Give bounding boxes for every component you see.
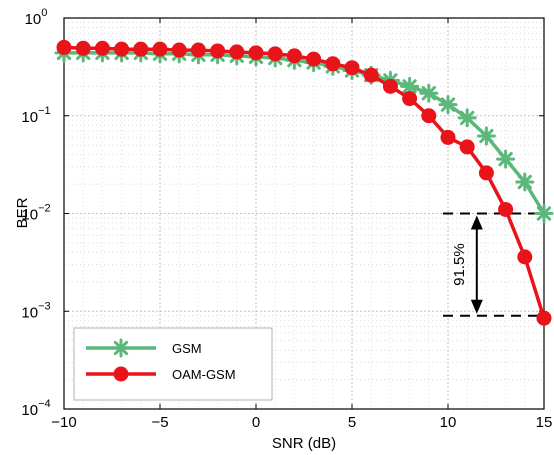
asterisk-stroke: [402, 79, 417, 94]
data-point: [382, 78, 398, 94]
y-axis-label: BER: [14, 197, 31, 228]
y-tick-label: 100: [25, 7, 48, 28]
data-point: [344, 60, 360, 76]
x-tick-label: −5: [151, 414, 168, 431]
series: [54, 39, 554, 326]
data-point: [363, 67, 379, 83]
data-point: [476, 126, 496, 146]
y-tick-label-exponent: −4: [38, 398, 51, 410]
data-point: [440, 129, 456, 145]
series-gsm: [54, 43, 554, 223]
legend-label: GSM: [172, 341, 202, 356]
data-point: [229, 44, 245, 60]
asterisk-stroke: [536, 206, 552, 221]
data-point: [400, 76, 420, 96]
data-point: [459, 139, 475, 155]
data-point: [114, 41, 130, 57]
data-point: [248, 45, 264, 61]
data-point: [534, 204, 554, 223]
asterisk-stroke: [498, 151, 513, 167]
x-tick-label: 5: [348, 414, 356, 431]
data-point: [421, 108, 437, 124]
y-tick-label-base: 10: [21, 304, 38, 321]
data-point: [190, 42, 206, 58]
data-point: [152, 41, 168, 57]
data-point: [210, 43, 226, 59]
annotation-arrowhead-up: [470, 215, 483, 230]
data-point: [457, 108, 477, 128]
data-point: [402, 91, 418, 107]
data-point: [133, 41, 149, 57]
y-tick-label: 10−4: [21, 398, 50, 419]
legend-entry-oam-gsm: OAM-GSM: [86, 366, 236, 382]
data-point: [286, 48, 302, 64]
asterisk-stroke: [517, 174, 532, 190]
y-tick-label-base: 10: [21, 207, 38, 224]
data-point: [536, 310, 552, 326]
data-point: [306, 51, 322, 67]
legend-marker: [113, 366, 129, 382]
x-tick-label: 10: [440, 414, 457, 431]
data-point: [325, 56, 341, 72]
asterisk-stroke: [421, 86, 436, 101]
data-point: [496, 149, 516, 169]
series-oam-gsm: [56, 39, 552, 326]
y-tick-label: 10−1: [21, 105, 50, 126]
data-point: [419, 83, 439, 103]
y-tick-label-base: 10: [21, 109, 38, 126]
x-tick-label: −10: [51, 414, 76, 431]
x-tick-label: 0: [252, 414, 260, 431]
y-tick-label-exponent: −1: [38, 105, 51, 117]
annotation-label: 91.5%: [451, 243, 468, 286]
series-line: [64, 51, 546, 215]
y-tick-label-exponent: 0: [41, 7, 47, 19]
asterisk-stroke: [460, 110, 475, 126]
data-point: [515, 172, 535, 192]
y-tick-label-base: 10: [25, 11, 42, 28]
data-point: [75, 40, 91, 56]
asterisk-stroke: [479, 128, 494, 144]
improvement-annotation: 91.5%: [443, 212, 544, 317]
data-point: [171, 42, 187, 58]
data-point: [438, 95, 458, 115]
data-point: [267, 46, 283, 62]
series-line: [63, 45, 546, 319]
asterisk-stroke: [113, 340, 129, 356]
asterisk-stroke: [440, 97, 456, 112]
legend-entry-gsm: GSM: [86, 338, 202, 358]
data-point: [56, 39, 72, 55]
y-tick-label: 10−2: [21, 203, 50, 224]
y-tick-label-exponent: −2: [38, 203, 51, 215]
x-tick-label: 15: [536, 414, 553, 431]
y-tick-label-exponent: −3: [38, 300, 51, 312]
data-point: [478, 165, 494, 181]
legend-marker: [111, 338, 131, 358]
y-tick-label: 10−3: [21, 300, 50, 321]
legend-label: OAM-GSM: [172, 367, 236, 382]
data-point: [517, 249, 533, 265]
x-axis-label: SNR (dB): [272, 435, 336, 452]
data-point: [498, 201, 514, 217]
data-point: [94, 40, 110, 56]
legend-box: [73, 327, 273, 401]
y-tick-label-base: 10: [21, 402, 38, 419]
annotation-arrowhead-down: [470, 299, 483, 314]
legend: GSM OAM-GSM: [73, 327, 273, 401]
